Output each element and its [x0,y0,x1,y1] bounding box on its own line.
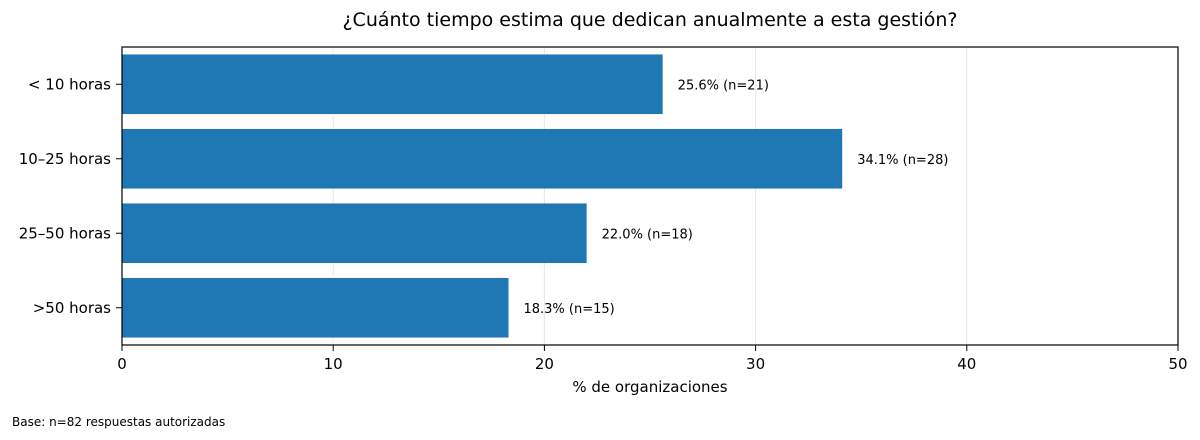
y-axis-ticks: < 10 horas 10–25 horas 25–50 horas >50 hora… [19,75,122,317]
x-axis-ticks: 0 10 20 30 40 50 [117,345,1188,373]
chart-title: ¿Cuánto tiempo estima que dedican anualm… [342,9,957,31]
x-tick-label: 0 [117,355,127,373]
y-tick-label: 25–50 horas [19,224,111,242]
x-tick-label: 50 [1168,355,1187,373]
data-labels: 25.6% (n=21) 34.1% (n=28) 22.0% (n=18) 18.3… [523,78,948,317]
x-tick-label: 40 [957,355,976,373]
bar [122,277,509,338]
x-tick-label: 20 [535,355,554,373]
data-label: 34.1% (n=28) [857,153,948,168]
y-tick-label: < 10 horas [28,75,111,93]
data-label: 18.3% (n=15) [523,302,614,317]
bar [122,203,587,264]
data-label: 25.6% (n=21) [678,78,769,93]
bar [122,128,843,189]
y-tick-label: 10–25 horas [19,150,111,168]
data-label: 22.0% (n=18) [602,227,693,242]
x-axis-label: % de organizaciones [572,378,727,396]
bars [122,54,843,338]
x-tick-label: 30 [746,355,765,373]
x-tick-label: 10 [324,355,343,373]
plot-frame [121,46,1179,346]
footnote: Base: n=82 respuestas autorizadas [12,415,225,429]
bar [122,54,663,115]
y-tick-label: >50 horas [33,299,111,317]
